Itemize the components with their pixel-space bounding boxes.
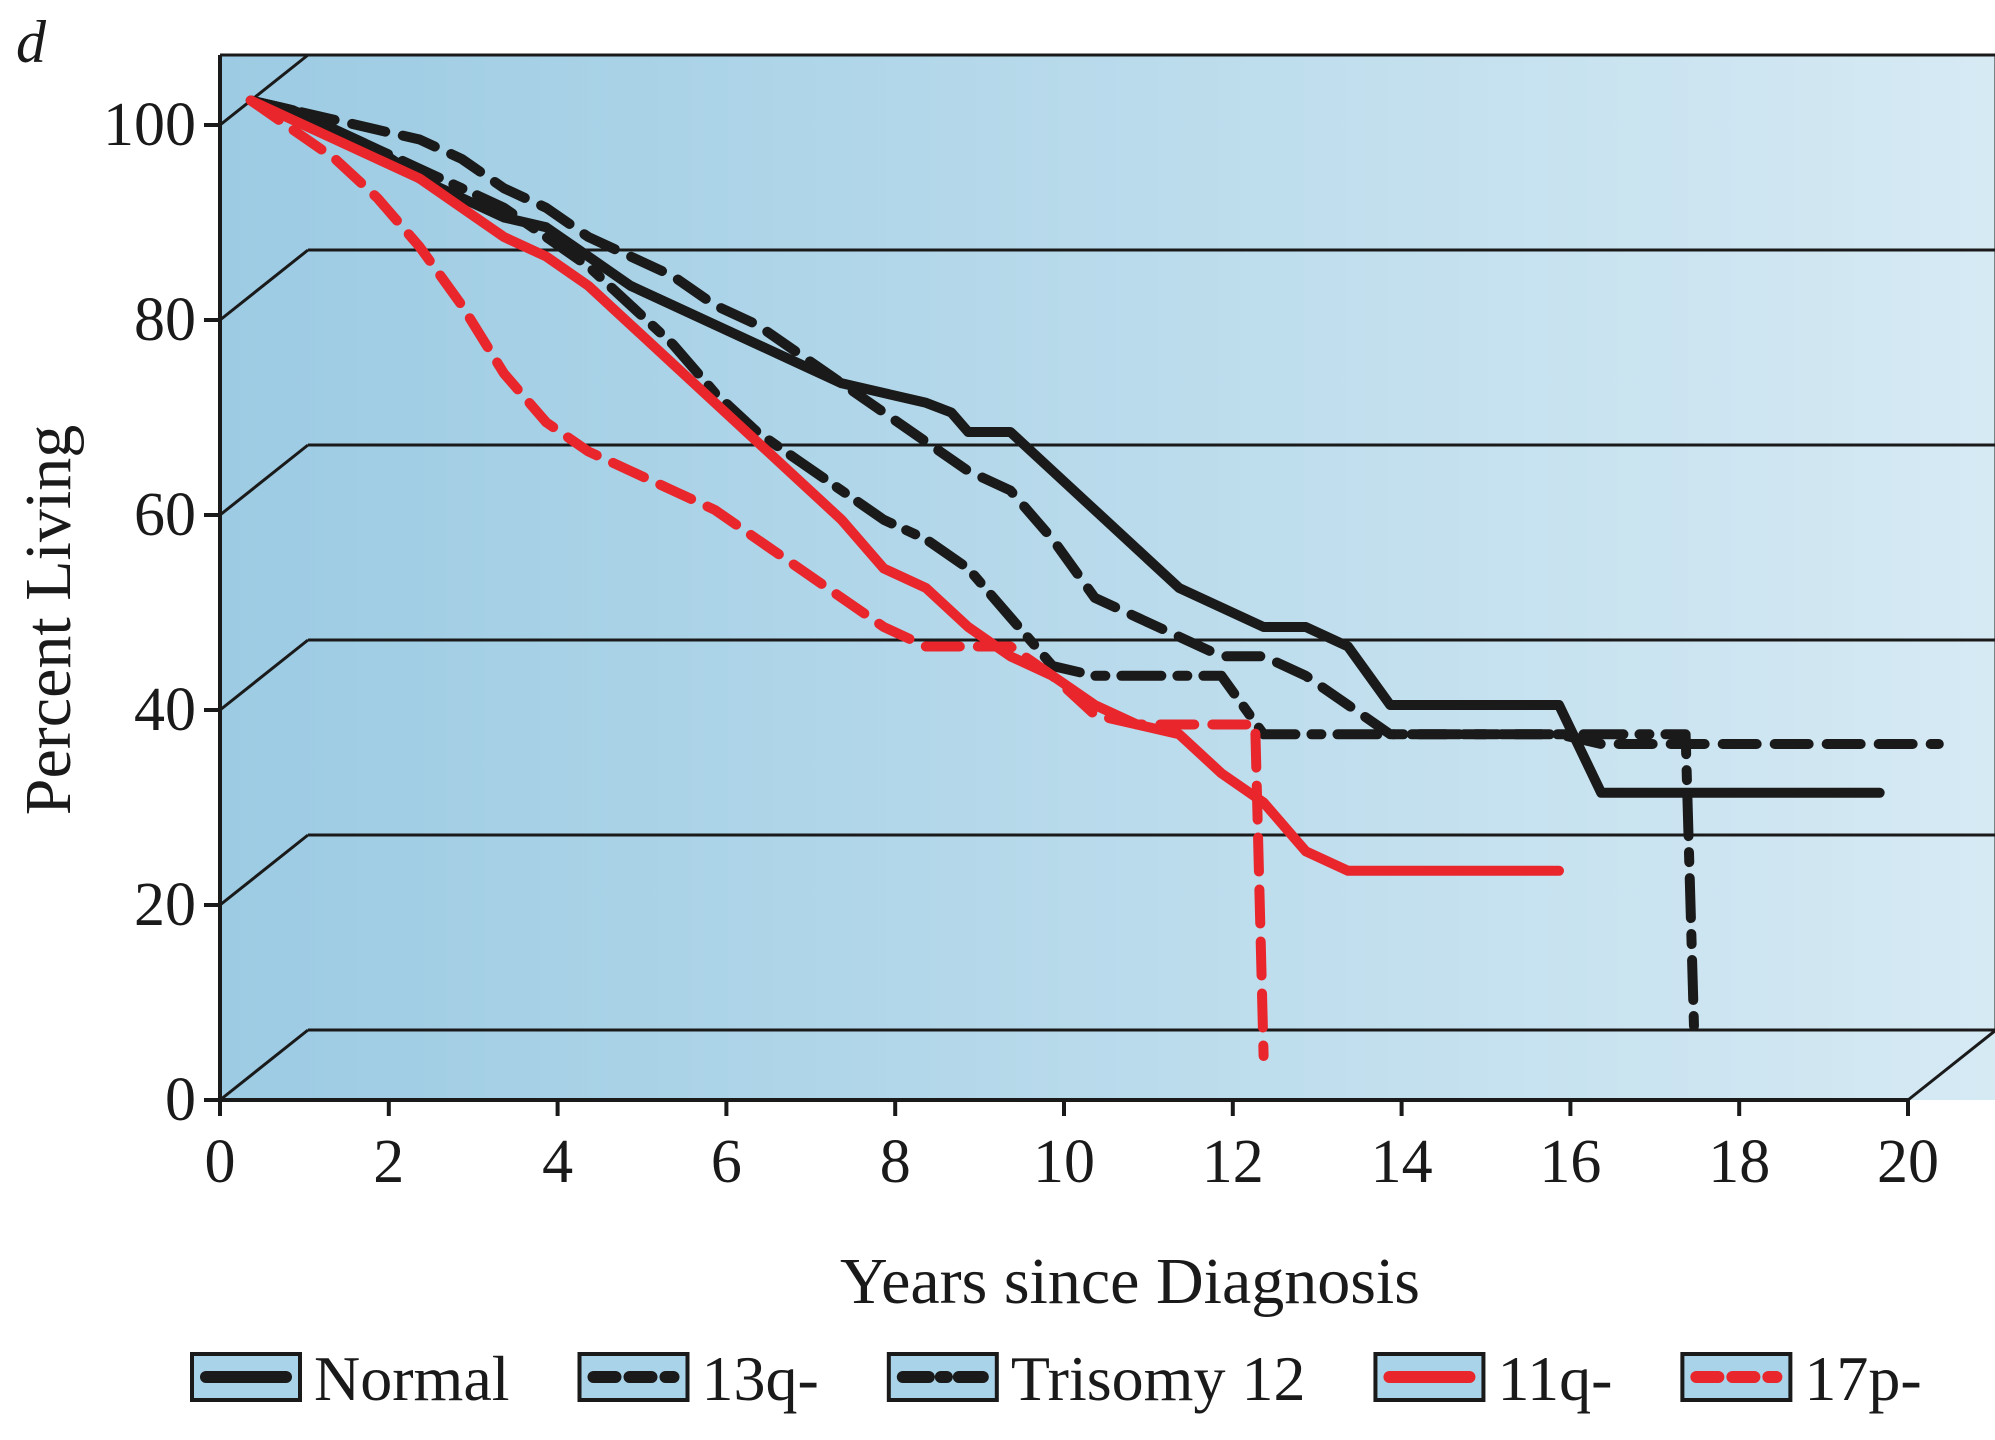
x-tick-label: 8 [880,1128,911,1196]
legend-label-normal: Normal [314,1343,510,1414]
x-tick-label: 16 [1539,1128,1601,1196]
x-tick-label: 14 [1371,1128,1433,1196]
y-axis-title: Percent Living [12,425,85,815]
y-tick-label: 100 [103,91,196,159]
x-tick-label: 18 [1708,1128,1770,1196]
depth-line [219,248,309,322]
legend-label-trisomy-12: Trisomy 12 [1011,1343,1306,1414]
x-tick-label: 12 [1202,1128,1264,1196]
legend: Normal 13q- Trisomy 12 11q- 17p- [190,1343,1922,1414]
series-layer [245,95,1944,1061]
legend-label-11q: 11q- [1497,1343,1612,1414]
y-tick-label: 60 [134,481,196,549]
depth-line [219,1028,309,1102]
plot-area [220,55,1995,1100]
y-tick-label: 40 [134,676,196,744]
series-line-13q [245,95,1944,749]
x-tick-label: 6 [711,1128,742,1196]
depth-line [219,833,309,907]
depth-line [219,443,309,517]
series-line-trisomy-12 [245,95,1699,1032]
legend-label-17p: 17p- [1804,1343,1921,1414]
x-tick-label: 2 [373,1128,404,1196]
series-line-11q [245,95,1564,876]
floor-right-edge [1907,1028,1995,1102]
axes [204,53,1995,1116]
depth-line [219,638,309,712]
y-tick-label: 0 [165,1066,196,1134]
legend-label-13q: 13q- [702,1343,819,1414]
series-line-17p [245,95,1269,1061]
x-tick-label: 4 [542,1128,573,1196]
x-axis-title: Years since Diagnosis [840,1245,1420,1318]
y-tick-label: 20 [134,871,196,939]
x-tick-label: 20 [1877,1128,1939,1196]
plot-background [220,55,1995,1100]
depth-line [219,53,309,127]
panel-letter: d [16,9,47,75]
tick-labels: 0 2 4 6 8 10 12 14 16 18 20 0 20 40 60 80 100 [103,91,1939,1196]
x-tick-label: 0 [205,1128,236,1196]
y-tick-label: 80 [134,286,196,354]
x-tick-label: 10 [1033,1128,1095,1196]
